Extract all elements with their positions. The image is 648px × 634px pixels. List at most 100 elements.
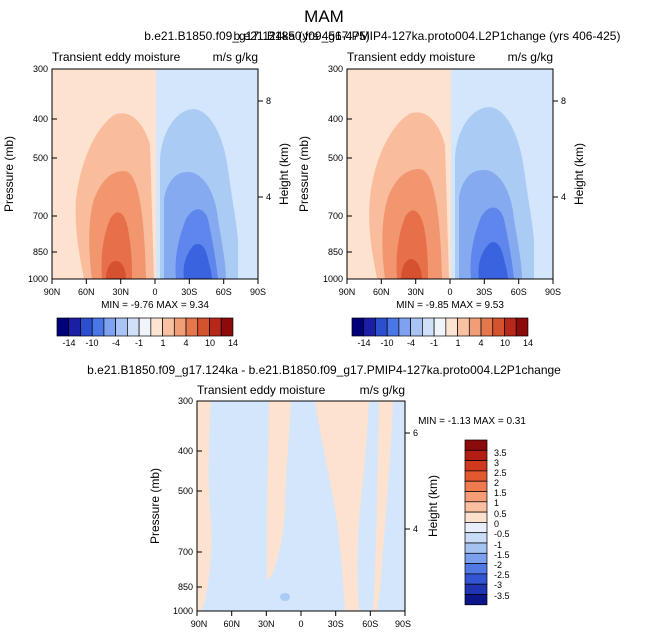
panel-b-colorbar-labels: -14 -10 -4 -1 1 4 10 14 — [357, 338, 533, 348]
cb-c-label-13: -3 — [494, 580, 502, 590]
cb-b-box-4 — [398, 317, 412, 337]
cb-a-box-5 — [115, 317, 128, 337]
panel-b-colorbar-boxes — [351, 317, 529, 337]
panel-a-x-ticks: 90N 60N 30N 0 30S 60S 90S — [44, 279, 266, 297]
cb-b-box-7 — [433, 317, 447, 337]
cb-a-box-12 — [197, 317, 210, 337]
panel-a-right-string: m/s g/kg — [213, 50, 258, 64]
panel-c-ylabel-300: 300 — [178, 396, 193, 406]
cb-c-box-0 — [464, 439, 488, 451]
cb-b-box-2 — [375, 317, 388, 337]
cb-a-box-9 — [162, 317, 175, 337]
panel-c-xlabel-0: 0 — [298, 619, 303, 629]
cb-a-box-7 — [138, 317, 152, 337]
cb-c-box-13 — [464, 573, 488, 585]
cb-a-label-1: -10 — [85, 338, 98, 348]
figure-title: MAM — [304, 7, 344, 26]
panel-a-ylabel: Pressure (mb) — [2, 136, 16, 212]
cb-b-label-7: 14 — [523, 338, 533, 348]
cb-a-box-10 — [173, 317, 187, 337]
panel-b-pos-level-4 — [396, 210, 428, 279]
cb-b-label-5: 4 — [478, 338, 483, 348]
panel-a-pos-level-5 — [106, 261, 126, 279]
panel-b-ylabel-right: Height (km) — [572, 143, 586, 205]
panel-c-pos-band-far-south — [373, 401, 393, 611]
panel-b-ylabel-850: 850 — [328, 247, 343, 257]
panel-a-ylabel-1000: 1000 — [28, 274, 48, 284]
cb-b-label-1: -10 — [380, 338, 393, 348]
cb-c-label-1: 3 — [494, 458, 499, 468]
cb-c-box-3 — [464, 470, 488, 482]
cb-c-box-9 — [464, 532, 488, 544]
cb-b-label-6: 10 — [500, 338, 510, 348]
panel-b-xlabel-30n: 30N — [407, 287, 424, 297]
panel-b-neg-level-5 — [478, 242, 508, 279]
panel-a-rlabel-4: 4 — [266, 192, 271, 202]
panel-a-ylabel-400: 400 — [33, 114, 48, 124]
cb-a-box-4 — [103, 317, 116, 337]
cb-c-box-4 — [464, 480, 488, 492]
cb-c-label-5: 1 — [494, 498, 499, 508]
panel-b-ylabel-300: 300 — [328, 64, 343, 74]
panel-a-colorbar-boxes — [56, 317, 234, 337]
cb-c-box-11 — [464, 552, 488, 564]
panel-c-pos-band-west — [197, 401, 212, 611]
panel-c-right-string: m/s g/kg — [360, 383, 405, 397]
cb-b-box-9 — [457, 317, 470, 337]
cb-a-box-0 — [56, 317, 70, 337]
panel-c-ylabel-400: 400 — [178, 446, 193, 456]
panel-c-xlabel-90s: 90S — [395, 619, 411, 629]
cb-b-box-11 — [480, 317, 494, 337]
panel-b-ylabel-500: 500 — [328, 153, 343, 163]
cb-b-box-12 — [492, 317, 505, 337]
cb-a-label-3: -1 — [135, 338, 143, 348]
panel-c-title: b.e21.B1850.f09_g17.124ka - b.e21.B1850.… — [87, 363, 561, 377]
panel-b-title: b.e21.B1850.f09_g17.PMIP4-127ka.proto004… — [234, 29, 621, 43]
panel-c-rlabel-4: 4 — [413, 524, 418, 534]
cb-a-box-3 — [91, 317, 105, 337]
panel-a-rlabel-8: 8 — [266, 96, 271, 106]
panel-c-colorbar-boxes — [464, 439, 488, 606]
panel-a-left-string: Transient eddy moisture — [52, 50, 181, 64]
panel-c-ylabel-850: 850 — [178, 582, 193, 592]
cb-c-box-14 — [464, 583, 488, 595]
panel-b: b.e21.B1850.f09_g17.PMIP4-127ka.proto004… — [234, 29, 621, 311]
panel-b-y-ticks: 300 400 500 700 850 1000 — [323, 64, 352, 284]
panel-b-colorbar: -14 -10 -4 -1 1 4 10 14 — [351, 317, 533, 348]
panel-b-stats: MIN = -9.85 MAX = 9.53 — [396, 300, 504, 311]
cb-a-box-2 — [80, 317, 93, 337]
cb-a-box-14 — [220, 317, 234, 337]
cb-a-label-0: -14 — [62, 338, 75, 348]
panel-a-ylabel-300: 300 — [33, 64, 48, 74]
cb-a-label-6: 10 — [205, 338, 215, 348]
panel-a-colorbar: -14 -10 -4 -1 1 4 10 14 — [56, 317, 238, 348]
panel-b-contours — [347, 69, 553, 279]
panel-b-right-string: m/s g/kg — [508, 50, 553, 64]
panel-b-ylabel-400: 400 — [328, 114, 343, 124]
panel-b-rlabel-4: 4 — [561, 192, 566, 202]
panel-a-right-ticks: 8 4 — [258, 96, 271, 202]
panel-a: b.e21.B1850.f09_g17.124ka (yrs 456-475) … — [2, 29, 370, 311]
cb-a-box-13 — [209, 317, 222, 337]
panel-c-neg-blob — [280, 593, 290, 601]
cb-b-box-3 — [386, 317, 400, 337]
panel-b-xlabel-60n: 60N — [373, 287, 390, 297]
cb-b-box-10 — [468, 317, 482, 337]
cb-a-box-11 — [185, 317, 199, 337]
cb-c-box-1 — [464, 449, 488, 461]
panel-c-right-ticks: 6 4 — [405, 428, 418, 534]
panel-c-xlabel-60n: 60N — [223, 619, 240, 629]
cb-a-label-7: 14 — [228, 338, 238, 348]
cb-c-label-0: 3.5 — [494, 448, 507, 458]
panel-b-xlabel-30s: 30S — [476, 287, 492, 297]
panel-b-ylabel-700: 700 — [328, 211, 343, 221]
cb-a-label-5: 4 — [183, 338, 188, 348]
panel-c-rlabel-6: 6 — [413, 428, 418, 438]
panel-a-xlabel-0: 0 — [152, 287, 157, 297]
cb-c-label-14: -3.5 — [494, 591, 510, 601]
panel-b-left-string: Transient eddy moisture — [347, 50, 476, 64]
panel-c-background — [197, 401, 405, 611]
panel-a-title: b.e21.B1850.f09_g17.124ka (yrs 456-475) — [144, 29, 370, 43]
cb-b-box-14 — [515, 317, 529, 337]
